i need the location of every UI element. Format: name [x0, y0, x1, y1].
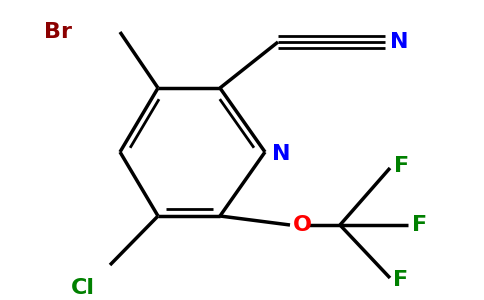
Circle shape: [271, 146, 284, 159]
Text: N: N: [391, 32, 409, 52]
Text: O: O: [292, 215, 311, 235]
Text: F: F: [393, 269, 408, 290]
Text: F: F: [411, 215, 427, 235]
Text: Br: Br: [44, 22, 72, 42]
Circle shape: [293, 218, 306, 232]
Text: N: N: [272, 143, 290, 164]
Text: Cl: Cl: [71, 278, 95, 298]
Text: F: F: [394, 157, 409, 176]
